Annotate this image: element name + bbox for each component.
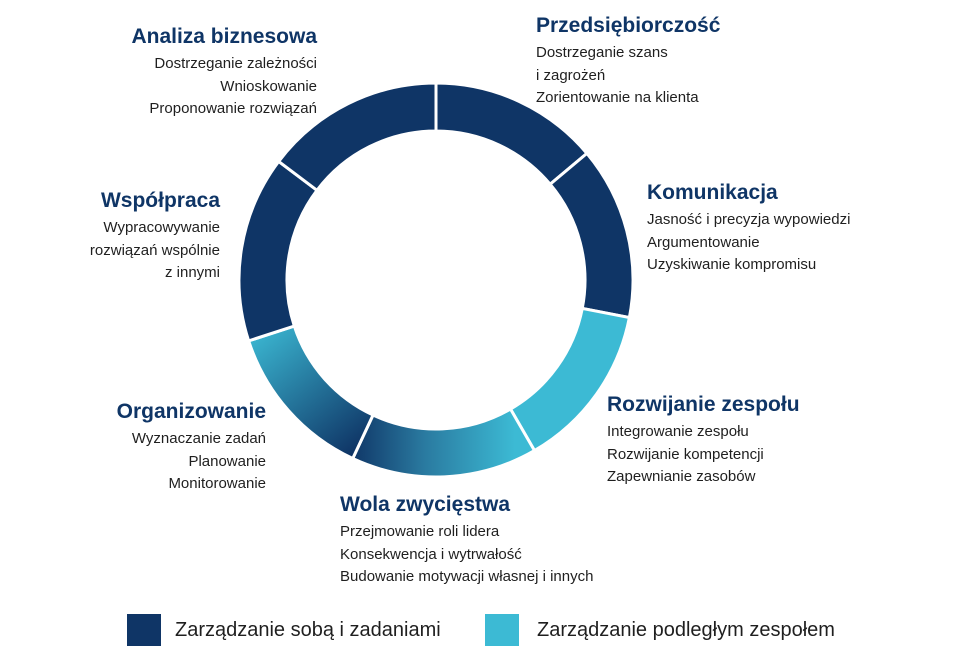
competency-wspolpraca: Współpraca Wypracowywanie rozwiązań wspó…	[90, 188, 220, 285]
legend-swatch-dark	[127, 614, 161, 646]
segment-organizowanie	[246, 324, 376, 461]
competency-title: Wola zwycięstwa	[340, 493, 511, 516]
competency-item: Dostrzeganie szans	[536, 44, 668, 61]
competency-item: Budowanie motywacji własnej i innych	[340, 568, 594, 585]
competency-item: Rozwijanie kompetencji	[607, 445, 764, 463]
competency-item: Argumentowanie	[647, 233, 760, 251]
competency-item: Przejmowanie roli lidera	[340, 523, 500, 540]
competency-item: Konsekwencja i wytrwałość	[340, 545, 522, 563]
competency-title: Organizowanie	[116, 400, 266, 423]
competency-title: Współpraca	[100, 189, 220, 212]
competency-item: i zagrożeń	[536, 66, 606, 84]
competency-title: Przedsiębiorczość	[536, 14, 721, 37]
segment-analiza-biznesowa	[276, 81, 438, 193]
competency-item: Dostrzeganie zależności	[154, 55, 317, 72]
competency-title: Analiza biznesowa	[131, 25, 317, 48]
competency-title: Rozwijanie zespołu	[607, 393, 800, 416]
competency-title: Komunikacja	[647, 181, 778, 204]
legend-label: Zarządzanie podległym zespołem	[537, 619, 835, 641]
competency-item: Integrowanie zespołu	[607, 423, 749, 440]
competency-rozwijanie-zespolu: Rozwijanie zespołu Integrowanie zespołu …	[607, 392, 800, 489]
competency-item: z innymi	[164, 264, 220, 281]
competency-item: Wyznaczanie zadań	[131, 430, 266, 447]
competency-analiza-biznesowa: Analiza biznesowa Dostrzeganie zależnośc…	[131, 24, 317, 121]
competency-wola-zwyciestwa: Wola zwycięstwa Przejmowanie roli lidera…	[340, 492, 593, 589]
competency-item: Wypracowywanie	[103, 219, 220, 236]
competency-item: Zapewnianie zasobów	[607, 468, 756, 485]
competency-item: rozwiązań wspólnie	[89, 241, 220, 259]
competency-item: Proponowanie rozwiązań	[149, 100, 317, 117]
competency-item: Planowanie	[188, 452, 266, 470]
competency-item: Jasność i precyzja wypowiedzi	[647, 211, 851, 228]
competency-item: Uzyskiwanie kompromisu	[647, 256, 817, 273]
competency-przedsiebiorczosc: Przedsiębiorczość Dostrzeganie szans i z…	[536, 13, 720, 110]
segment-wola-zwyciestwa	[350, 406, 537, 479]
legend-swatch-light	[485, 614, 519, 646]
legend-label: Zarządzanie sobą i zadaniami	[175, 619, 441, 641]
competency-item: Wnioskowanie	[220, 77, 317, 95]
competency-organizowanie: Organizowanie Wyznaczanie zadań Planowan…	[117, 399, 266, 496]
segment-komunikacja	[548, 151, 635, 320]
competency-komunikacja: Komunikacja Jasność i precyzja wypowiedz…	[647, 180, 850, 277]
competency-item: Monitorowanie	[168, 475, 266, 492]
segment-wspolpraca	[237, 159, 320, 343]
competency-item: Zorientowanie na klienta	[536, 89, 699, 106]
